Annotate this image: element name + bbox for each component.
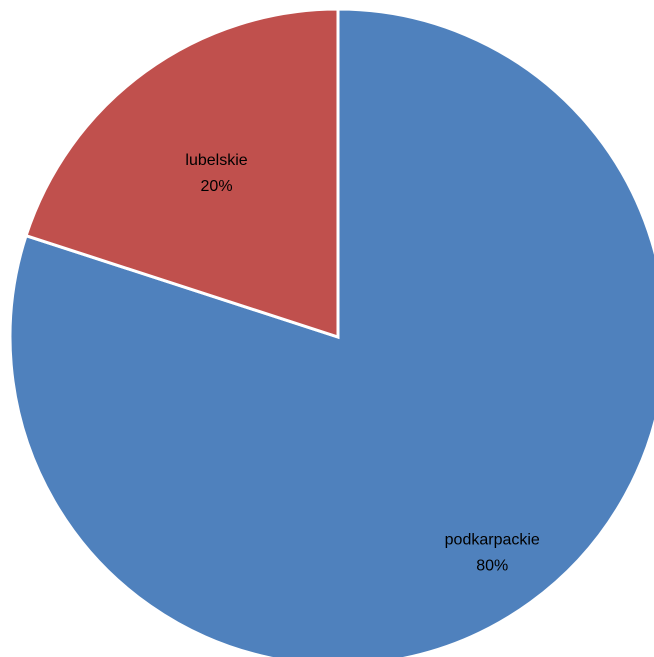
pie-slice-podkarpackie xyxy=(8,7,654,657)
slice-label-value: 80% xyxy=(476,557,508,574)
slice-label-name: podkarpackie xyxy=(445,531,540,548)
slices-layer xyxy=(8,7,654,657)
pie-slice-lubelskie xyxy=(24,7,340,340)
slice-label-value: 20% xyxy=(201,178,233,195)
labels-layer: podkarpackie 80% lubelskie 20% xyxy=(185,152,540,574)
slice-label-name: lubelskie xyxy=(185,152,247,169)
